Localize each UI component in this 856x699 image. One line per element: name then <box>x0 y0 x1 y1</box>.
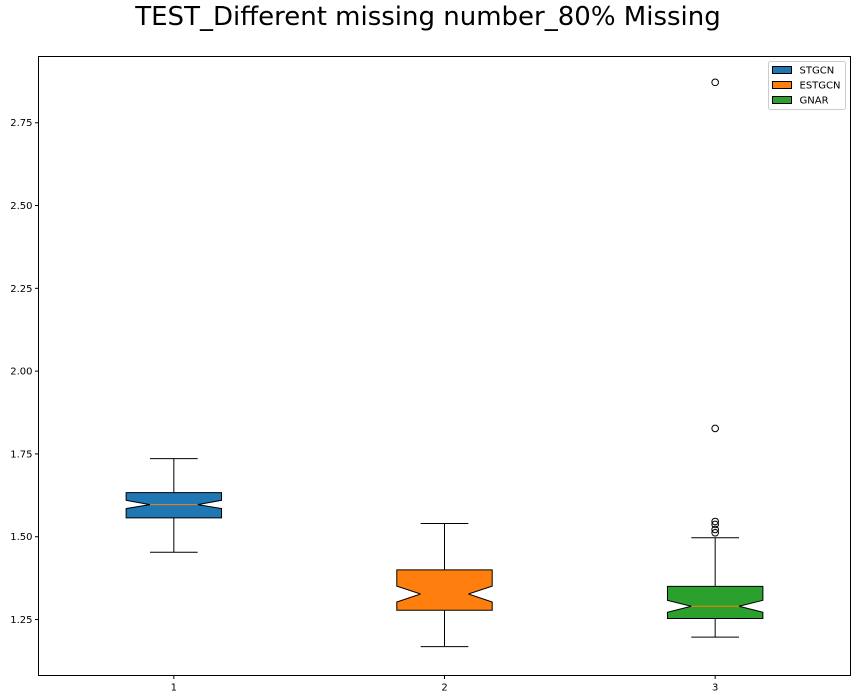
chart-title: TEST_Different missing number_80% Missin… <box>135 2 721 32</box>
ticks-layer: 1.25 1.50 1.75 2.00 2.25 2.50 2.75 1 2 3 <box>10 118 718 693</box>
y-tick-label: 2.00 <box>10 367 32 378</box>
legend-swatch <box>772 66 792 74</box>
y-tick-label: 2.25 <box>10 284 32 295</box>
y-tick-label: 2.75 <box>10 118 32 129</box>
outlier-point <box>711 520 719 529</box>
outlier-point <box>711 525 719 534</box>
legend-label: STGCN <box>800 66 835 77</box>
outlier-point <box>711 517 719 526</box>
outlier-point <box>711 424 719 433</box>
outlier-point <box>711 528 719 537</box>
axes-frame <box>38 56 851 676</box>
y-tick-label: 1.25 <box>10 615 32 626</box>
boxes-layer <box>125 78 764 648</box>
legend-swatch <box>772 81 792 89</box>
legend-swatch <box>772 96 792 104</box>
y-tick-label: 1.75 <box>10 449 32 460</box>
x-tick-label: 3 <box>712 683 718 694</box>
y-tick-label: 2.50 <box>10 201 32 212</box>
legend: STGCN ESTGCN GNAR <box>768 61 846 110</box>
y-tick-label: 1.50 <box>10 532 32 543</box>
outlier-point <box>711 78 719 87</box>
box-gnar <box>666 585 764 620</box>
legend-label: ESTGCN <box>800 81 841 92</box>
box-estgcn <box>396 569 493 611</box>
legend-label: GNAR <box>800 96 829 107</box>
x-tick-label: 2 <box>441 683 447 694</box>
x-tick-label: 1 <box>171 683 177 694</box>
box-stgcn <box>125 492 223 519</box>
